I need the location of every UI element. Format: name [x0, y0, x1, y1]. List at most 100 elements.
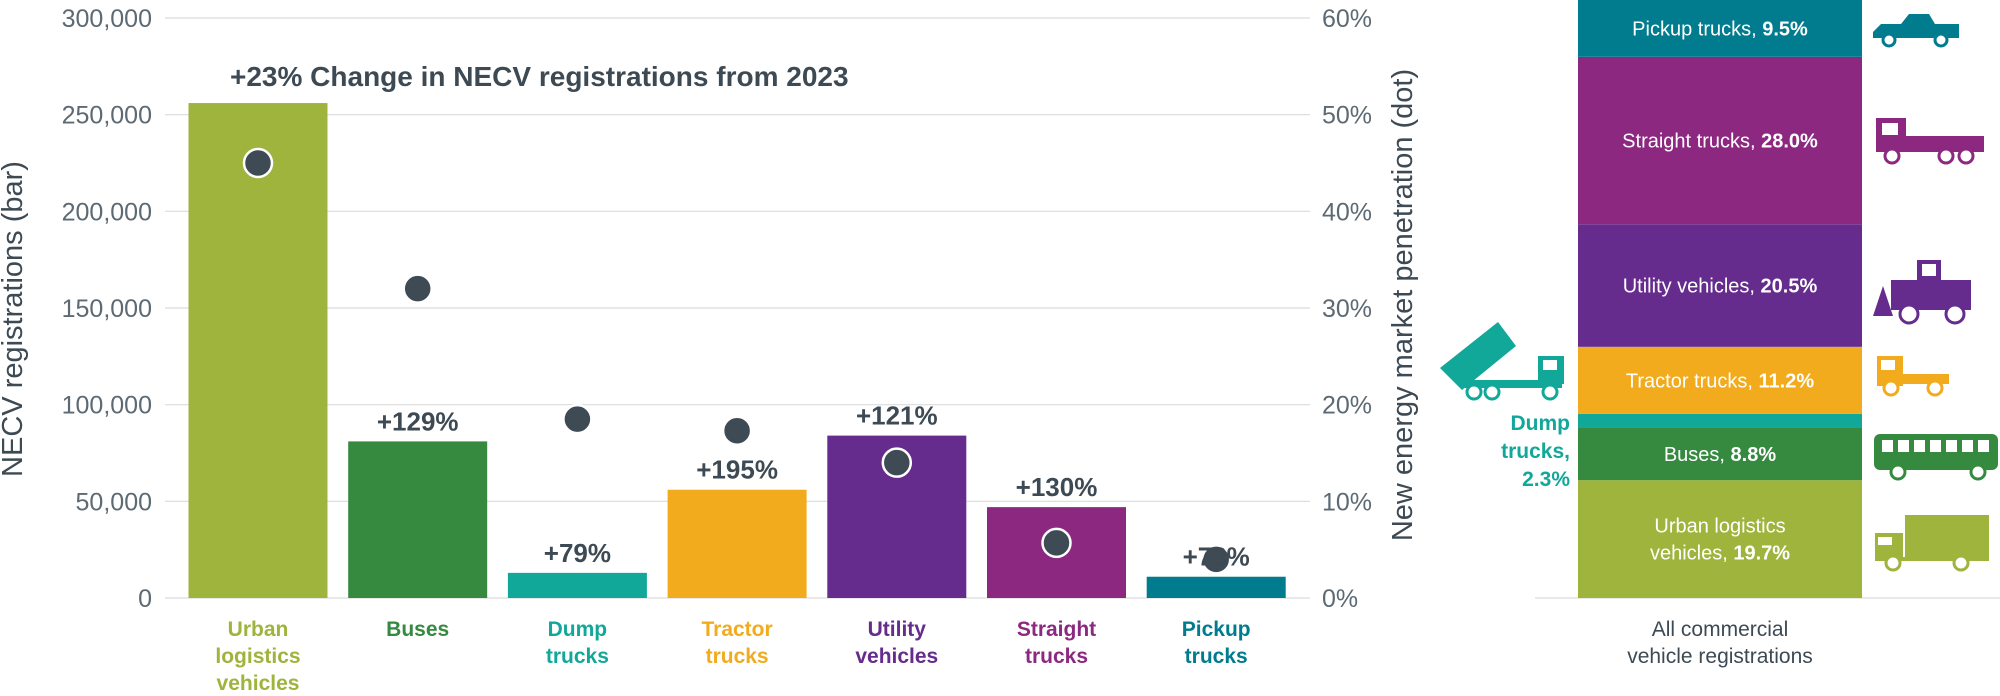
bus-window: [1930, 440, 1941, 452]
segment-label: Pickup trucks, 9.5%: [1632, 18, 1808, 40]
segment-label: Urban logistics: [1654, 516, 1785, 538]
y-tick-label: 50,000: [76, 488, 152, 516]
y-axis-label: NECV registrations (bar): [0, 161, 29, 477]
wheel: [1882, 379, 1900, 397]
stack-x-label: All commercial: [1652, 618, 1789, 641]
y2-tick-label: 0%: [1322, 585, 1358, 613]
y2-tick-label: 30%: [1322, 295, 1372, 323]
dump-bed: [1440, 322, 1516, 390]
cab-window: [1882, 123, 1898, 135]
bus-window: [1946, 440, 1957, 452]
y-tick-label: 200,000: [62, 198, 152, 226]
bar-tractor-trucks: [667, 489, 807, 598]
segment-buses: [1578, 427, 1862, 481]
wheel: [1884, 554, 1902, 572]
wheel: [1483, 383, 1501, 401]
category-label: vehicles: [217, 672, 300, 695]
straight-truck-icon: [1876, 118, 1984, 165]
segment-label: vehicles, 19.7%: [1650, 543, 1790, 565]
penetration-dot: [1200, 544, 1232, 575]
penetration-dot: [721, 415, 753, 447]
category-label: Buses: [386, 618, 449, 641]
chart-title: +23% Change in NECV registrations from 2…: [230, 61, 849, 92]
bar-urban-logistics-vehicles: [188, 103, 328, 599]
segment-label: Utility vehicles, 20.5%: [1623, 276, 1818, 298]
bus-window: [1962, 440, 1973, 452]
bus-window: [1882, 440, 1893, 452]
wheel: [1933, 32, 1949, 48]
segment-urban-logistics-vehicles: [1578, 480, 1862, 598]
change-label: +73%: [1183, 542, 1250, 572]
tractor-frame: [1903, 374, 1949, 384]
change-label: +129%: [377, 406, 459, 436]
category-label: Urban: [228, 618, 289, 641]
bar-pickup-trucks: [1146, 576, 1286, 598]
bus-window: [1914, 440, 1925, 452]
segment-label: Tractor trucks, 11.2%: [1626, 370, 1814, 392]
segment-label: Straight trucks, 28.0%: [1622, 131, 1818, 153]
category-label: trucks: [1185, 645, 1248, 668]
wheel: [1926, 379, 1944, 397]
change-label: +121%: [856, 401, 938, 431]
category-label: Pickup: [1182, 618, 1251, 641]
change-label: +79%: [544, 538, 611, 568]
category-label: logistics: [215, 645, 300, 668]
wheel: [1969, 463, 1987, 481]
segment-outside-label: Dump: [1511, 412, 1571, 435]
wheel: [1944, 303, 1966, 325]
penetration-dots: [242, 147, 1232, 575]
segment-pickup-trucks: [1578, 0, 1862, 57]
stack-x-label: vehicle registrations: [1627, 645, 1813, 668]
bus-window: [1978, 440, 1989, 452]
bar-buses: [348, 441, 488, 598]
wheel: [1465, 383, 1483, 401]
y2-tick-label: 10%: [1322, 488, 1372, 516]
segment-straight-trucks: [1578, 56, 1862, 225]
vehicle-icons: [1440, 14, 1998, 572]
chassis: [1875, 557, 1989, 561]
utility-vehicle-icon: [1873, 260, 1971, 325]
y-tick-label: 300,000: [62, 5, 152, 33]
stacked-bar: Urban logistics vehicles, 19.7% Buses, 8.8…: [1501, 0, 1862, 598]
y2-tick-label: 40%: [1322, 198, 1372, 226]
segment-tractor-trucks: [1578, 346, 1862, 414]
wheel: [1957, 147, 1975, 165]
bus-window: [1898, 440, 1909, 452]
category-label: vehicles: [855, 645, 938, 668]
bar-dump-trucks: [507, 572, 647, 598]
delivery-window: [1878, 537, 1892, 545]
wheel: [1881, 32, 1897, 48]
segment-outside-label: 2.3%: [1522, 468, 1570, 491]
y2-axis-label: New energy market penetration (dot): [1387, 69, 1419, 541]
penetration-dot: [242, 147, 274, 179]
pickup-truck-icon: [1873, 14, 1959, 48]
wheel: [1898, 303, 1920, 325]
category-label: trucks: [706, 645, 769, 668]
y2-tick-label: 20%: [1322, 392, 1372, 420]
wheel: [1937, 147, 1955, 165]
pickup-body: [1873, 14, 1959, 38]
y-tick-label: 0: [138, 585, 152, 613]
penetration-dot: [881, 447, 913, 478]
bus-icon: [1874, 434, 1998, 481]
dump-frame: [1462, 380, 1562, 388]
category-label: trucks: [1025, 645, 1088, 668]
delivery-truck-icon: [1875, 515, 1989, 572]
text-labels: NECV registrations (bar) New energy mark…: [0, 5, 1813, 695]
wheel: [1952, 554, 1970, 572]
y-tick-label: 100,000: [62, 392, 152, 420]
wheel: [1541, 383, 1559, 401]
y-tick-label: 150,000: [62, 295, 152, 323]
tractor-window: [1881, 360, 1895, 370]
category-label: trucks: [546, 645, 609, 668]
segment-outside-label: trucks,: [1501, 440, 1570, 463]
y2-tick-label: 60%: [1322, 5, 1372, 33]
cargo-box: [1905, 515, 1989, 557]
segment-label: Buses, 8.8%: [1664, 444, 1777, 466]
dump-truck-icon: [1440, 322, 1564, 401]
wheel: [1883, 147, 1901, 165]
category-label: Tractor: [701, 618, 772, 641]
segment-utility-vehicles: [1578, 224, 1862, 347]
